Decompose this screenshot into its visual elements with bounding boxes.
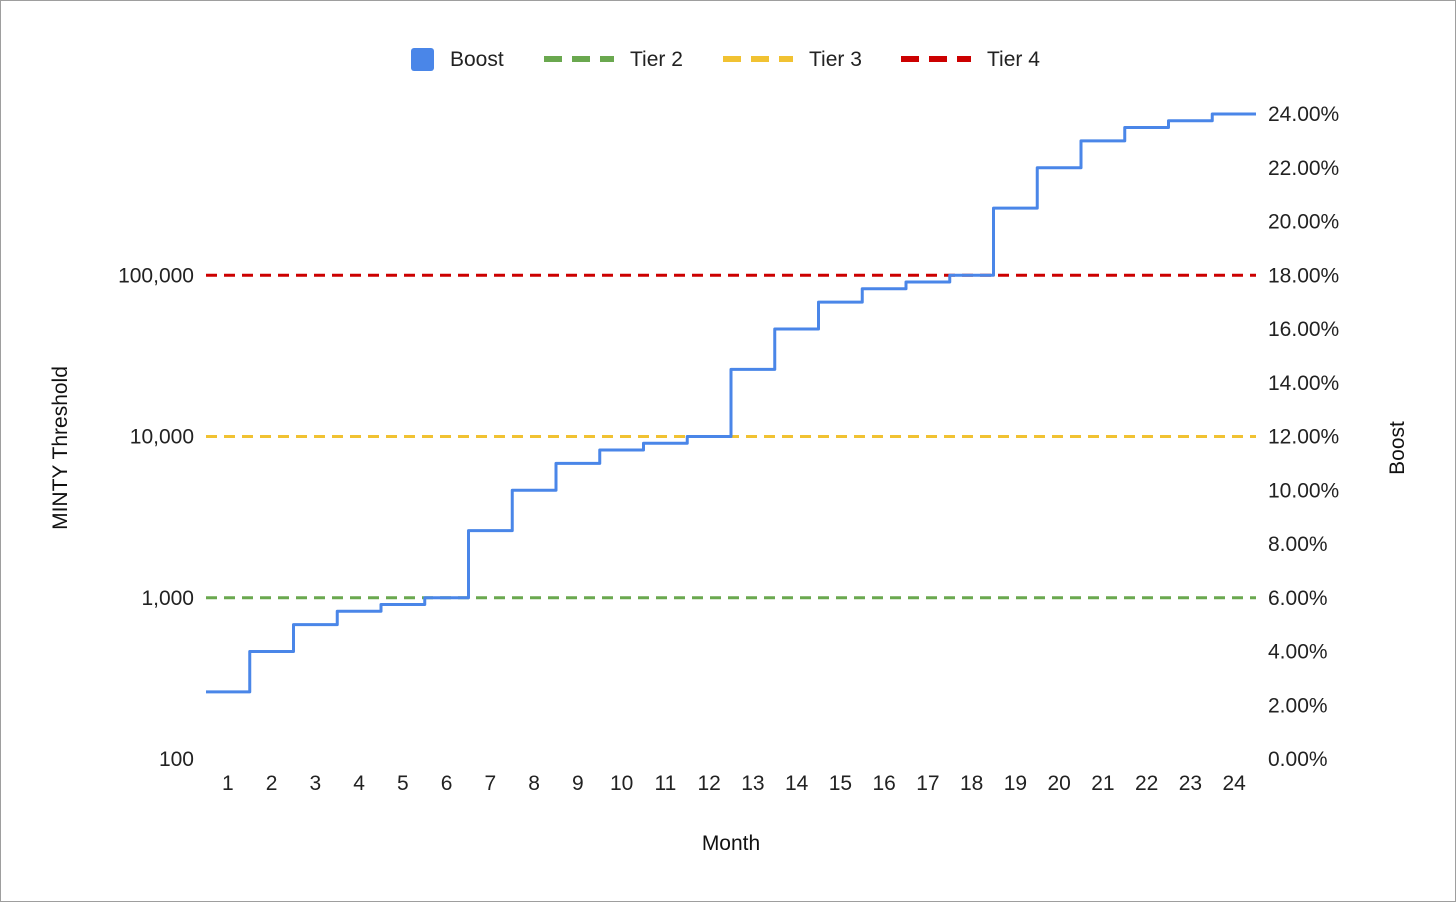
- x-tick-label: 24: [1222, 772, 1246, 795]
- right-tick-label: 16.00%: [1268, 318, 1339, 341]
- x-tick-label: 5: [397, 772, 409, 795]
- right-tick-label: 20.00%: [1268, 211, 1339, 234]
- x-tick-label: 21: [1091, 772, 1114, 795]
- x-tick-label: 12: [697, 772, 720, 795]
- right-tick-label: 18.00%: [1268, 264, 1339, 287]
- x-tick-label: 4: [353, 772, 365, 795]
- legend-label-tier-4: Tier 4: [987, 48, 1040, 71]
- x-tick-label: 16: [872, 772, 895, 795]
- left-tick-label: 10,000: [130, 426, 194, 449]
- right-tick-label: 24.00%: [1268, 103, 1339, 126]
- legend-item-tier-4: Tier 4: [901, 48, 1040, 71]
- right-tick-label: 12.00%: [1268, 426, 1339, 449]
- right-tick-label: 10.00%: [1268, 479, 1339, 502]
- x-tick-label: 7: [485, 772, 497, 795]
- right-tick-label: 4.00%: [1268, 641, 1328, 664]
- x-tick-label: 1: [222, 772, 234, 795]
- legend-swatch-boost: [411, 48, 434, 71]
- left-tick-label: 1,000: [141, 587, 194, 610]
- left-tick-label: 100,000: [118, 264, 194, 287]
- legend-item-tier-3: Tier 3: [723, 48, 862, 71]
- right-tick-label: 2.00%: [1268, 694, 1328, 717]
- right-tick-label: 0.00%: [1268, 748, 1328, 771]
- x-tick-label: 2: [266, 772, 278, 795]
- x-tick-label: 17: [916, 772, 939, 795]
- right-axis-ticks: 0.00% 2.00% 4.00% 6.00% 8.00% 10.00% 12.00% 14.…: [1268, 103, 1339, 771]
- left-axis-title: MINTY Threshold: [49, 366, 72, 530]
- x-tick-label: 15: [829, 772, 852, 795]
- x-tick-label: 19: [1004, 772, 1027, 795]
- right-tick-label: 6.00%: [1268, 587, 1328, 610]
- left-tick-label: 100: [159, 748, 194, 771]
- x-tick-label: 11: [654, 772, 676, 795]
- legend: Boost Tier 2 Tier 3 Tier 4: [411, 48, 1040, 71]
- left-axis-ticks: 100 1,000 10,000 100,000: [118, 264, 194, 771]
- x-tick-label: 6: [441, 772, 453, 795]
- boost-series-line: [206, 112, 1256, 694]
- right-tick-label: 22.00%: [1268, 157, 1339, 180]
- x-tick-label: 13: [741, 772, 764, 795]
- right-tick-label: 8.00%: [1268, 533, 1328, 556]
- x-axis-ticks: 1 2 3 4 5 6 7 8 9 10 11 12 13 14 15 16 17 18 19 20 21 22 23 24: [222, 772, 1246, 795]
- x-tick-label: 10: [610, 772, 633, 795]
- x-tick-label: 18: [960, 772, 983, 795]
- x-tick-label: 22: [1135, 772, 1158, 795]
- legend-item-boost: Boost: [411, 48, 504, 71]
- legend-item-tier-2: Tier 2: [544, 48, 683, 71]
- series-layer: [206, 112, 1256, 694]
- x-tick-label: 14: [785, 772, 809, 795]
- legend-label-tier-3: Tier 3: [809, 48, 862, 71]
- x-tick-label: 20: [1047, 772, 1070, 795]
- legend-label-tier-2: Tier 2: [630, 48, 683, 71]
- right-tick-label: 14.00%: [1268, 372, 1339, 395]
- x-tick-label: 3: [310, 772, 322, 795]
- x-tick-label: 8: [528, 772, 540, 795]
- x-tick-label: 23: [1179, 772, 1202, 795]
- legend-label-boost: Boost: [450, 48, 504, 71]
- x-tick-label: 9: [572, 772, 584, 795]
- right-axis-title: Boost: [1386, 421, 1409, 475]
- x-axis-title: Month: [702, 832, 760, 855]
